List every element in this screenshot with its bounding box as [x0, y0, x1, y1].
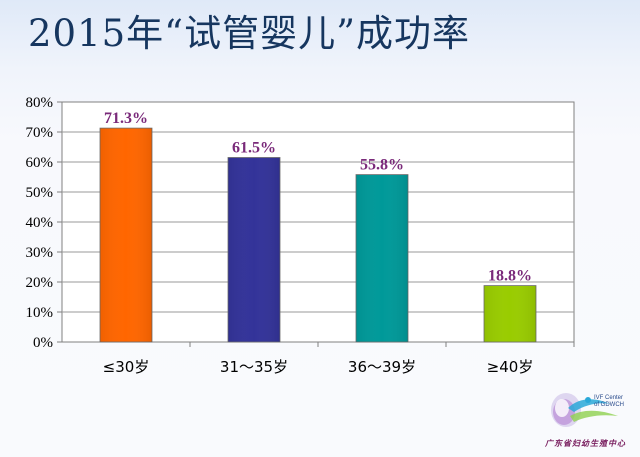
y-axis-ticks: 0% 10% 20% 30% 40% 50% 60% 70% 80% — [26, 95, 54, 351]
ivf-center-logo — [551, 393, 618, 427]
bars — [99, 127, 537, 343]
y-tick-label: 40% — [26, 215, 54, 231]
y-tick-label: 20% — [26, 275, 54, 291]
y-tick-label: 10% — [26, 305, 54, 321]
page-title: 2015年“试管婴儿”成功率 — [28, 12, 470, 55]
x-tick-label: ≤30岁 — [103, 358, 150, 376]
bar-shading — [356, 174, 408, 342]
y-tick-label: 70% — [26, 125, 54, 141]
bar-shading — [100, 128, 152, 342]
logo-english-name: IVF Center of GDWCH — [594, 395, 624, 408]
value-label: 71.3% — [104, 110, 148, 127]
bar-shading — [228, 157, 280, 342]
value-label: 55.8% — [360, 157, 404, 174]
logo-chinese-name: 广东省妇幼生殖中心 — [545, 439, 626, 448]
x-tick-label: ≥40岁 — [487, 358, 534, 376]
x-tick-label: 36～39岁 — [348, 358, 416, 376]
bar-shading — [484, 285, 536, 342]
value-labels: 71.3% 61.5% 55.8% 18.8% — [104, 110, 532, 285]
y-tick-label: 30% — [26, 245, 54, 261]
y-tick-label: 60% — [26, 155, 54, 171]
y-tick-label: 80% — [26, 95, 54, 111]
value-label: 18.8% — [488, 268, 532, 285]
x-tick-label: 31～35岁 — [220, 358, 288, 376]
y-tick-label: 0% — [33, 335, 53, 351]
y-tick-label: 50% — [26, 185, 54, 201]
value-label: 61.5% — [232, 140, 276, 157]
x-axis-ticks: ≤30岁 31～35岁 36～39岁 ≥40岁 — [103, 358, 534, 376]
